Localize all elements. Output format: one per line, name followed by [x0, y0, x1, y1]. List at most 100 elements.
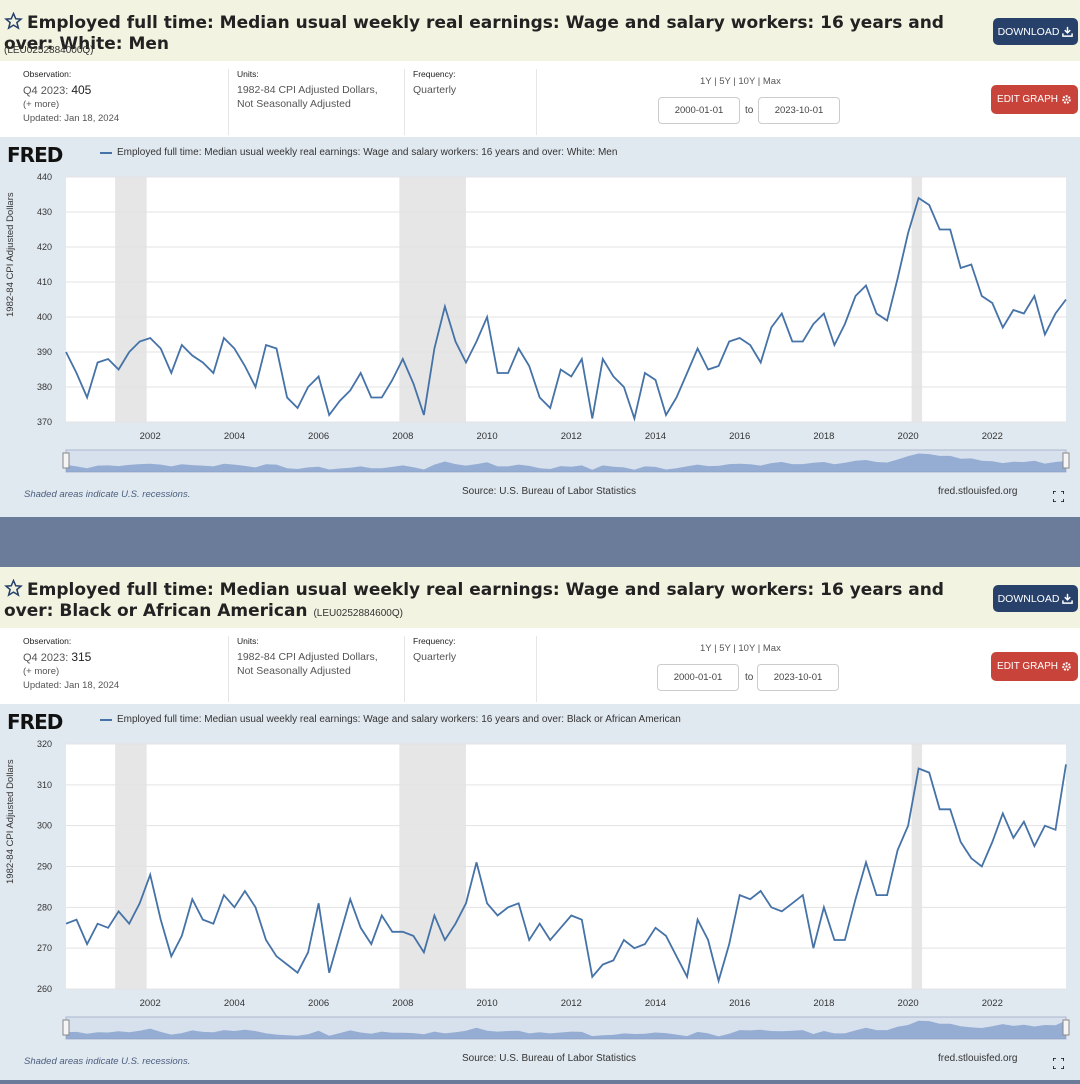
x-tick-label: 2004 [224, 431, 245, 442]
x-tick-label: 2016 [729, 431, 750, 442]
frequency-block: Frequency: Quarterly [413, 636, 537, 702]
range-links[interactable]: 1Y | 5Y | 10Y | Max [700, 643, 781, 654]
series-id-text: (LEU0252884000Q) [4, 45, 94, 56]
x-tick-label: 2004 [224, 998, 245, 1009]
x-tick-label: 2014 [645, 431, 666, 442]
date-from-input[interactable]: 2000-01-01 [657, 664, 739, 691]
y-tick-label: 380 [37, 382, 52, 392]
observation-line: Q4 2023: 315 [23, 650, 228, 665]
line-chart: 370 380 390 400 410 420 430 440 2002 2004 2006 2008… [37, 172, 1070, 473]
fred-logo: FRED [7, 710, 63, 734]
edit-graph-label: EDIT GRAPH [997, 661, 1058, 672]
date-to-input[interactable]: 2023-10-01 [758, 97, 840, 124]
series-id-text: (LEU0252884600Q) [313, 608, 403, 619]
frequency-value: Quarterly [413, 651, 457, 663]
series-title: Employed full time: Median usual weekly … [4, 579, 964, 624]
meta-bar: Observation: Q4 2023: 405 (+ more) Updat… [0, 61, 1080, 137]
gear-icon [1062, 662, 1071, 671]
chart-area: FRED Employed full time: Median usual we… [0, 704, 1080, 1084]
fullscreen-icon[interactable] [1053, 491, 1064, 502]
units-label: Units: [237, 636, 259, 646]
chart-legend: Employed full time: Median usual weekly … [100, 147, 617, 158]
star-icon[interactable] [4, 579, 23, 597]
observation-period: Q4 2023: [23, 652, 69, 664]
to-label: to [745, 672, 754, 683]
y-tick-label: 420 [37, 242, 52, 252]
star-icon[interactable] [4, 12, 23, 30]
series-title-text: Employed full time: Median usual weekly … [4, 580, 944, 621]
y-tick-label: 270 [37, 943, 52, 953]
range-links[interactable]: 1Y | 5Y | 10Y | Max [700, 76, 781, 87]
recession-note: Shaded areas indicate U.S. recessions. [24, 489, 191, 500]
frequency-block: Frequency: Quarterly [413, 69, 537, 135]
series-panel-white-men: Employed full time: Median usual weekly … [0, 0, 1080, 517]
edit-graph-label: EDIT GRAPH [997, 94, 1058, 105]
observation-value: 405 [71, 83, 92, 97]
x-tick-label: 2018 [813, 998, 834, 1009]
x-tick-label: 2012 [561, 431, 582, 442]
title-bar: Employed full time: Median usual weekly … [0, 567, 1080, 628]
x-tick-label: 2016 [729, 998, 750, 1009]
download-button[interactable]: DOWNLOAD [993, 585, 1078, 612]
units-line-1: 1982-84 CPI Adjusted Dollars, [237, 651, 378, 663]
x-tick-label: 2008 [392, 998, 413, 1009]
source-note: Source: U.S. Bureau of Labor Statistics [462, 1053, 636, 1064]
legend-label: Employed full time: Median usual weekly … [117, 147, 618, 158]
edit-graph-button[interactable]: EDIT GRAPH [991, 652, 1078, 681]
fred-logo: FRED [7, 143, 63, 167]
y-tick-label: 410 [37, 277, 52, 287]
fred-url[interactable]: fred.stlouisfed.org [938, 1053, 1018, 1064]
source-note: Source: U.S. Bureau of Labor Statistics [462, 486, 636, 497]
download-icon [1062, 26, 1074, 37]
x-tick-label: 2022 [982, 998, 1003, 1009]
updated-date: Updated: Jan 18, 2024 [23, 113, 120, 124]
chart-legend: Employed full time: Median usual weekly … [100, 714, 681, 725]
download-button[interactable]: DOWNLOAD [993, 18, 1078, 45]
date-to-input[interactable]: 2023-10-01 [757, 664, 839, 691]
download-label: DOWNLOAD [997, 25, 1060, 38]
date-from-input[interactable]: 2000-01-01 [658, 97, 740, 124]
gear-icon [1062, 95, 1071, 104]
x-tick-label: 2002 [140, 431, 161, 442]
x-tick-label: 2020 [898, 998, 919, 1009]
y-tick-label: 260 [37, 984, 52, 994]
observation-label: Observation: [23, 69, 72, 79]
recession-note: Shaded areas indicate U.S. recessions. [24, 1056, 191, 1067]
x-tick-label: 2012 [561, 998, 582, 1009]
units-line-2: Not Seasonally Adjusted [237, 665, 351, 677]
series-title-text: Employed full time: Median usual weekly … [4, 13, 944, 54]
y-tick-label: 320 [37, 739, 52, 749]
series-line [65, 196, 1067, 422]
legend-label: Employed full time: Median usual weekly … [117, 714, 681, 725]
units-block: Units: 1982-84 CPI Adjusted Dollars, Not… [237, 69, 405, 135]
series-line [65, 764, 1067, 985]
y-tick-label: 430 [37, 207, 52, 217]
observation-line: Q4 2023: 405 [23, 83, 228, 98]
frequency-value: Quarterly [413, 84, 457, 96]
updated-date: Updated: Jan 18, 2024 [23, 680, 120, 691]
edit-graph-button[interactable]: EDIT GRAPH [991, 85, 1078, 114]
recession-shading [911, 177, 923, 422]
fred-url[interactable]: fred.stlouisfed.org [938, 486, 1018, 497]
series-panel-black: Employed full time: Median usual weekly … [0, 567, 1080, 1080]
more-link[interactable]: (+ more) [23, 99, 60, 110]
observation-period: Q4 2023: [23, 85, 69, 97]
x-tick-label: 2014 [645, 998, 666, 1009]
title-bar: Employed full time: Median usual weekly … [0, 0, 1080, 61]
download-label: DOWNLOAD [997, 592, 1060, 605]
more-link[interactable]: (+ more) [23, 666, 60, 677]
units-label: Units: [237, 69, 259, 79]
y-tick-label: 370 [37, 417, 52, 427]
navigator-handle-right [1062, 452, 1070, 469]
units-line-2: Not Seasonally Adjusted [237, 98, 351, 110]
series-id: (LEU0252884000Q) [4, 40, 94, 58]
observation-value: 315 [71, 650, 92, 664]
observation-block: Observation: Q4 2023: 315 (+ more) Updat… [23, 636, 229, 702]
fullscreen-icon[interactable] [1053, 1058, 1064, 1069]
x-tick-label: 2010 [476, 431, 497, 442]
navigator-handle-left [62, 1019, 70, 1036]
x-tick-label: 2018 [813, 431, 834, 442]
x-tick-label: 2010 [476, 998, 497, 1009]
x-tick-label: 2022 [982, 431, 1003, 442]
y-tick-label: 390 [37, 347, 52, 357]
